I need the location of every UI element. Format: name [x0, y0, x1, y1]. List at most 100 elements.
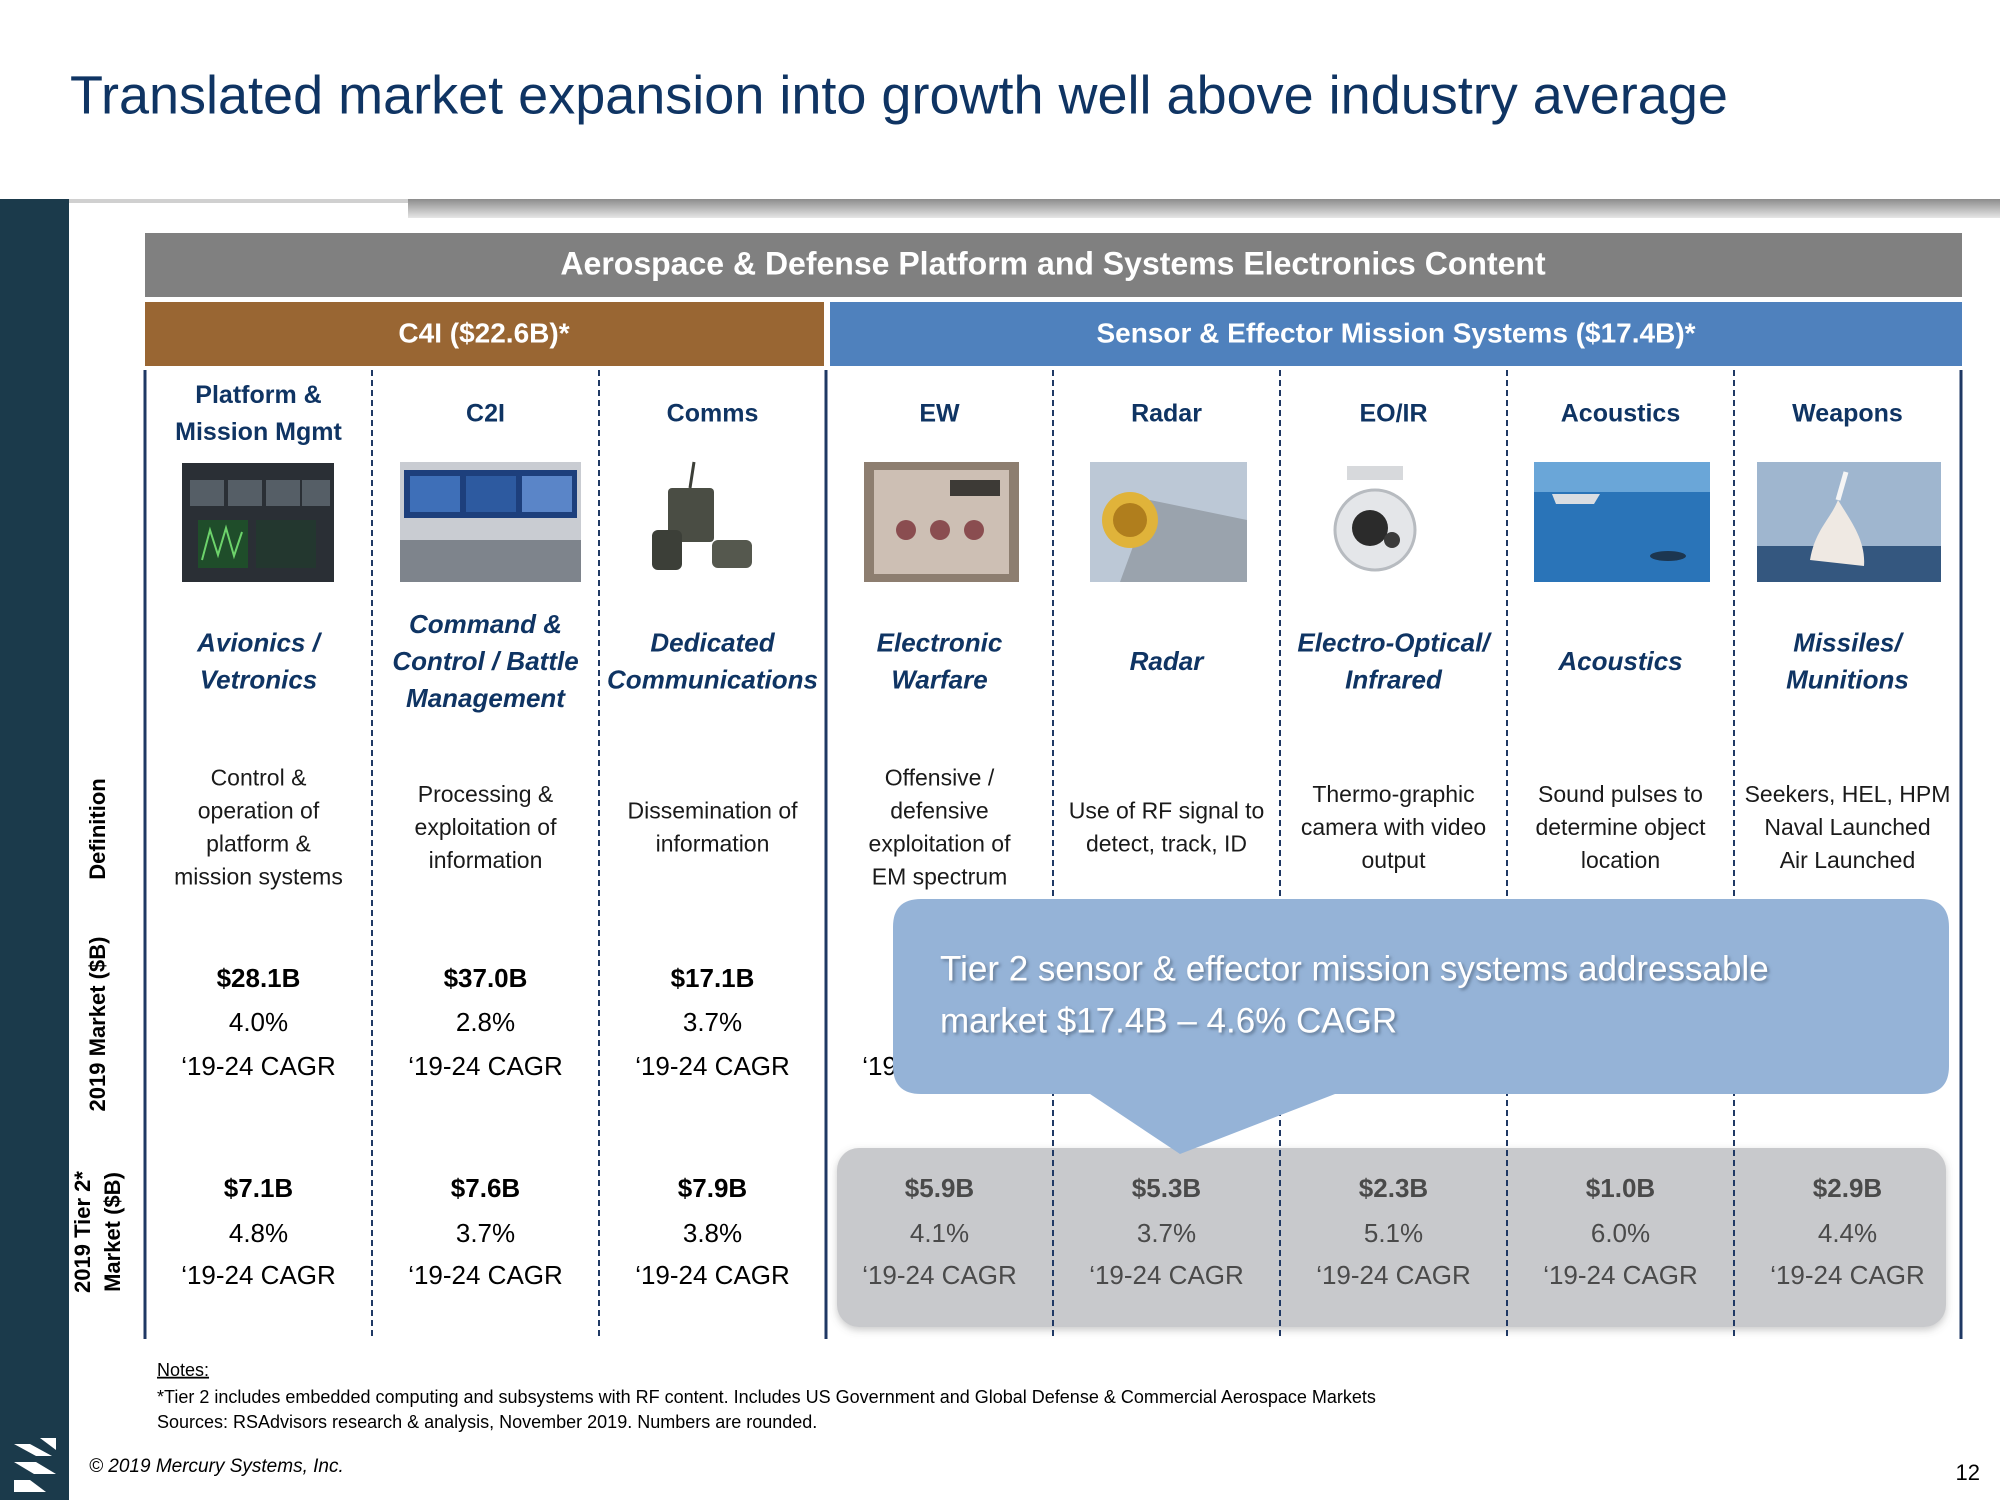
column-name: EO/IR [1359, 400, 1427, 428]
definition: Sound pulses to [1538, 781, 1703, 807]
group-label: C4I ($22.6B)* [398, 317, 569, 348]
column-name: Radar [1131, 400, 1202, 428]
notes-heading: Notes: [157, 1360, 209, 1380]
tier2-cagr-label: ‘19-24 CAGR [862, 1260, 1017, 1290]
segment-name: Management [406, 683, 566, 713]
definition: exploitation of [415, 814, 558, 840]
definition: output [1362, 847, 1427, 873]
tier2-cagr: 3.8% [683, 1218, 742, 1248]
definition: Air Launched [1780, 847, 1916, 873]
tier2-cagr: 3.7% [1137, 1218, 1196, 1248]
segment-name: Avionics / [196, 627, 323, 657]
tier2-value: $7.1B [224, 1173, 293, 1203]
column-name: Comms [667, 400, 759, 428]
segment-name: Electronic [877, 627, 1003, 657]
market-cagr-label: ‘19-24 CAGR [181, 1051, 336, 1081]
note-line: *Tier 2 includes embedded computing and … [157, 1387, 1376, 1407]
tier2-value: $7.9B [678, 1173, 747, 1203]
tier2-value: $2.9B [1813, 1173, 1882, 1203]
column-name: EW [919, 400, 960, 428]
segment-name: Missiles/ [1793, 627, 1904, 657]
tier2-cagr-label: ‘19-24 CAGR [635, 1260, 790, 1290]
definition: mission systems [174, 864, 343, 890]
header-bar [145, 233, 1962, 297]
tier2-highlight [837, 1148, 1946, 1327]
definition: Thermo-graphic [1312, 781, 1474, 807]
definition: location [1581, 847, 1660, 873]
definition: operation of [198, 798, 320, 824]
definition: determine object [1535, 814, 1706, 840]
logo [14, 1438, 56, 1492]
column-name: C2I [466, 400, 505, 428]
tier2-cagr-label: ‘19-24 CAGR [1316, 1260, 1471, 1290]
row-label: 2019 Market ($B) [85, 937, 110, 1112]
column-name: Weapons [1792, 400, 1903, 428]
tier2-cagr: 4.4% [1818, 1218, 1877, 1248]
tier2-value: $5.9B [905, 1173, 974, 1203]
definition: detect, track, ID [1086, 831, 1247, 857]
page-number: 12 [1956, 1460, 1980, 1485]
segment-name: Electro-Optical/ [1297, 627, 1492, 657]
market-value: $17.1B [671, 963, 755, 993]
definition: Seekers, HEL, HPM [1745, 781, 1951, 807]
callout-box [893, 899, 1949, 1154]
definition: EM spectrum [872, 864, 1007, 890]
segment-name: Control / Battle [392, 646, 578, 676]
segment-name: Infrared [1345, 664, 1443, 694]
segment-name: Warfare [891, 664, 987, 694]
tier2-cagr: 5.1% [1364, 1218, 1423, 1248]
tier2-cagr: 6.0% [1591, 1218, 1650, 1248]
market-cagr: 4.0% [229, 1007, 288, 1037]
definition: Control & [211, 765, 307, 791]
segment-name: Radar [1130, 646, 1206, 676]
slide-title: Translated market expansion into growth … [70, 65, 1728, 125]
segment-name: Vetronics [200, 664, 318, 694]
definition: camera with video [1301, 814, 1486, 840]
definition: information [429, 847, 543, 873]
tier2-cagr-label: ‘19-24 CAGR [1089, 1260, 1244, 1290]
tier2-cagr: 3.7% [456, 1218, 515, 1248]
column-images [182, 461, 1941, 582]
tier2-cagr-label: ‘19-24 CAGR [1543, 1260, 1698, 1290]
tier2-value: $5.3B [1132, 1173, 1201, 1203]
tier2-value: $7.6B [451, 1173, 520, 1203]
definition: Naval Launched [1764, 814, 1930, 840]
definition: platform & [206, 831, 311, 857]
note-line: Sources: RSAdvisors research & analysis,… [157, 1412, 817, 1432]
market-cagr: 3.7% [683, 1007, 742, 1037]
group-sensor [830, 302, 1962, 366]
copyright: © 2019 Mercury Systems, Inc. [89, 1456, 344, 1477]
column-name: Mission Mgmt [175, 418, 342, 446]
tier2-cagr-label: ‘19-24 CAGR [408, 1260, 563, 1290]
top-rule-shade [408, 199, 2000, 218]
definition: information [656, 831, 770, 857]
header-text: Aerospace & Defense Platform and Systems… [560, 245, 1546, 281]
market-cagr-label: ‘19-24 CAGR [408, 1051, 563, 1081]
tier2-cagr-label: ‘19-24 CAGR [1770, 1260, 1925, 1290]
tier2-cagr-label: ‘19-24 CAGR [181, 1260, 336, 1290]
segment-name: Dedicated [650, 627, 775, 657]
definition: Dissemination of [627, 798, 798, 824]
definition: defensive [890, 798, 988, 824]
segment-name: Acoustics [1557, 646, 1682, 676]
row-label: 2019 Tier 2* [70, 1171, 95, 1293]
tier2-cagr: 4.8% [229, 1218, 288, 1248]
definition: Processing & [418, 781, 554, 807]
tier2-value: $1.0B [1586, 1173, 1655, 1203]
tier2-value: $2.3B [1359, 1173, 1428, 1203]
segment-name: Munitions [1786, 664, 1909, 694]
definition: exploitation of [869, 831, 1012, 857]
callout-text: market $17.4B – 4.6% CAGR [940, 1001, 1397, 1040]
market-cagr-label: ‘19-24 CAGR [635, 1051, 790, 1081]
column-name: Platform & [195, 381, 321, 409]
tier2-cagr: 4.1% [910, 1218, 969, 1248]
segment-name: Command & [409, 609, 562, 639]
segment-name: Communications [607, 664, 818, 694]
row-label: Market ($B) [100, 1172, 125, 1292]
row-label: Definition [85, 778, 110, 879]
side-bar [0, 199, 69, 1500]
callout-text: Tier 2 sensor & effector mission systems… [940, 949, 1769, 988]
market-value: $37.0B [444, 963, 528, 993]
definition: Use of RF signal to [1069, 798, 1265, 824]
